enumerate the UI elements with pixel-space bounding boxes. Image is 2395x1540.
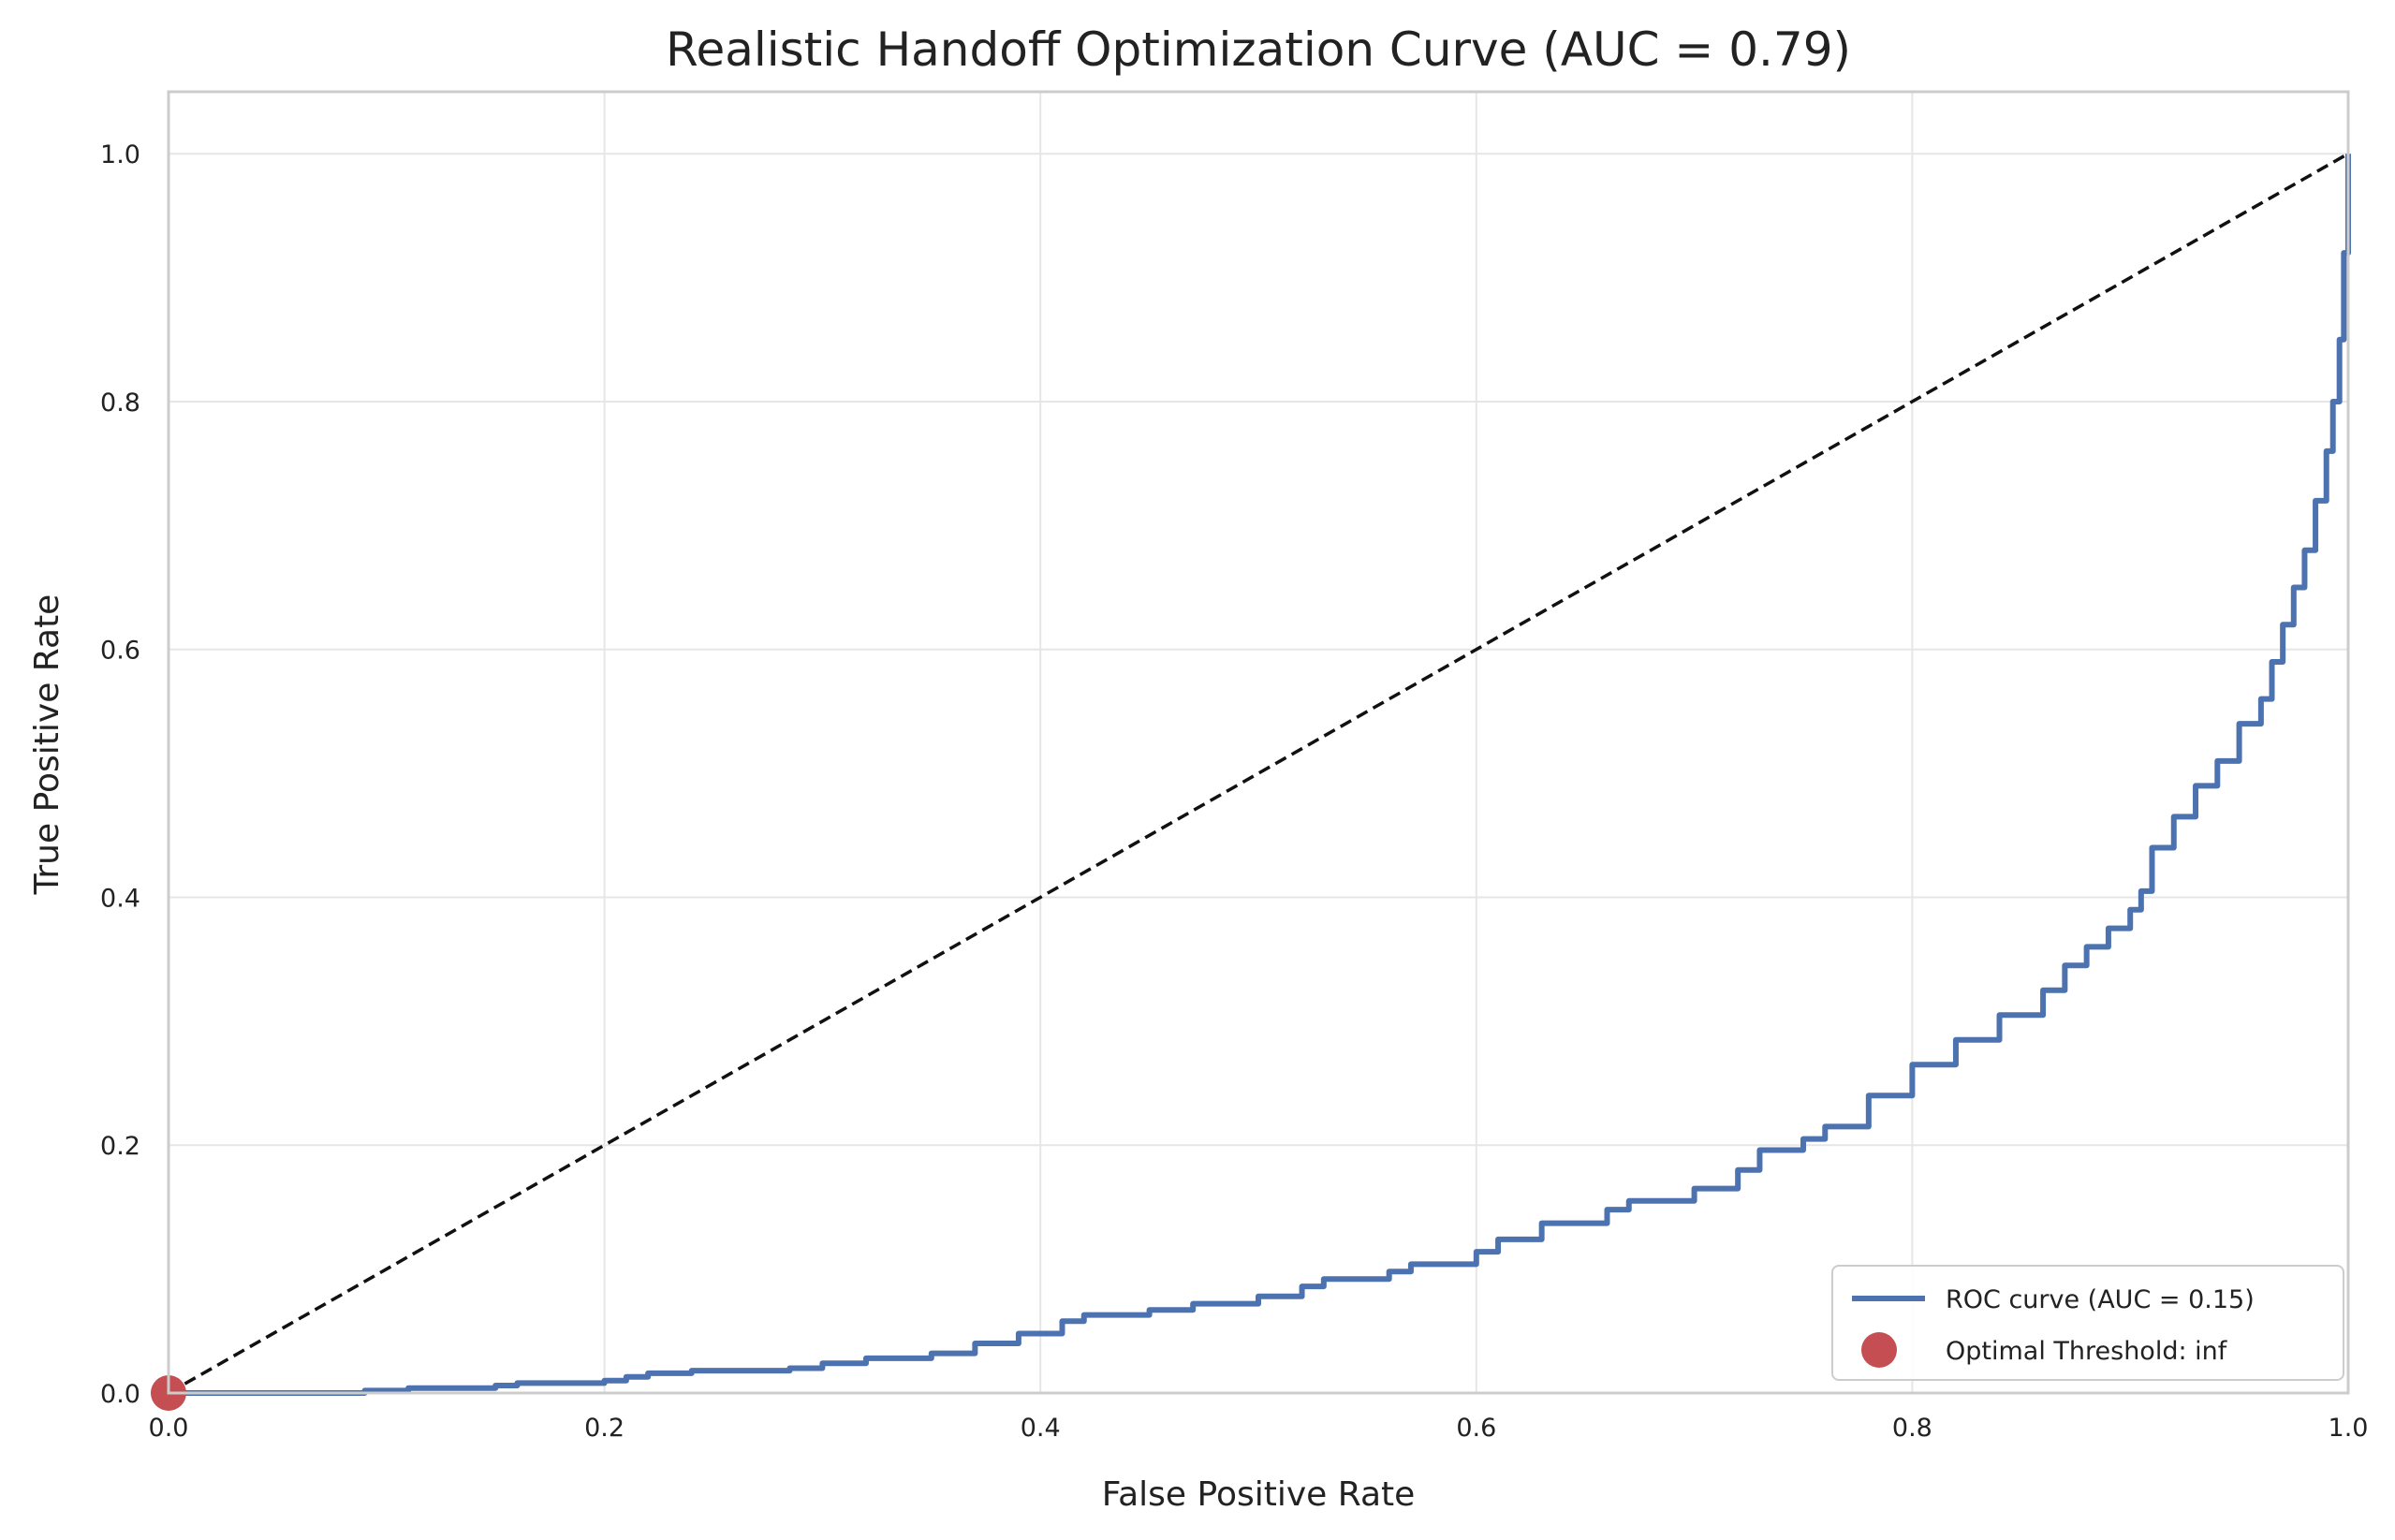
plot-frame: [167, 90, 2350, 1395]
y-axis-label: True Positive Rate: [28, 594, 66, 896]
x-tick-label: 0.2: [584, 1414, 624, 1443]
y-axis-ticks: 0.0 0.2 0.4 0.6 0.8 1.0: [100, 140, 140, 1409]
x-axis-label: False Positive Rate: [1102, 1475, 1416, 1514]
x-tick-label: 1.0: [2329, 1414, 2369, 1443]
y-tick-label: 0.4: [100, 884, 140, 913]
legend-box: [1831, 1265, 2344, 1381]
y-tick-label: 1.0: [100, 140, 140, 169]
legend: ROC curve (AUC = 0.15) Optimal Threshold…: [1831, 1265, 2344, 1381]
chart-title: Realistic Handoff Optimization Curve (AU…: [666, 22, 1851, 77]
roc-curve-line: [169, 154, 2351, 1396]
legend-optimal-label: Optimal Threshold: inf: [1946, 1337, 2228, 1366]
y-tick-label: 0.2: [100, 1132, 140, 1161]
x-tick-label: 0.6: [1456, 1414, 1496, 1443]
y-tick-label: 0.6: [100, 637, 140, 666]
y-tick-label: 0.0: [100, 1380, 140, 1409]
y-tick-label: 0.8: [100, 389, 140, 418]
diagonal-reference-line: [168, 152, 2349, 1395]
x-tick-label: 0.4: [1021, 1414, 1061, 1443]
x-tick-label: 0.8: [1892, 1414, 1932, 1443]
x-tick-label: 0.0: [149, 1414, 189, 1443]
x-axis-ticks: 0.0 0.2 0.4 0.6 0.8 1.0: [149, 1414, 2369, 1443]
legend-roc-label: ROC curve (AUC = 0.15): [1946, 1285, 2255, 1314]
legend-optimal-swatch: [1861, 1332, 1897, 1368]
